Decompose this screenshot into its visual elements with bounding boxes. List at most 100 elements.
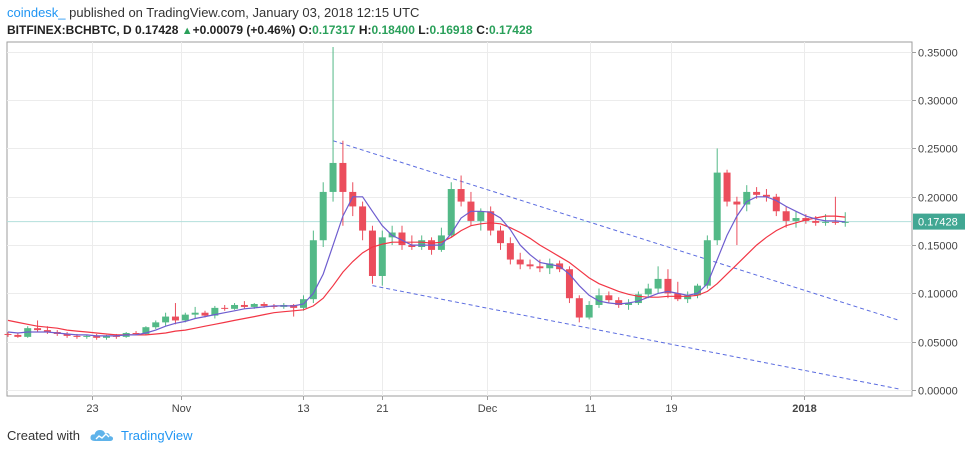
- candle-body[interactable]: [703, 240, 711, 286]
- candle-body[interactable]: [733, 201, 741, 205]
- candle-body[interactable]: [506, 243, 514, 260]
- last-price: 0.17428: [135, 23, 179, 37]
- candle-body[interactable]: [595, 295, 603, 305]
- x-tick-label: 13: [297, 403, 309, 415]
- candle-body[interactable]: [152, 322, 160, 328]
- candle-body[interactable]: [378, 237, 386, 276]
- y-tick-label: 0.25000: [918, 144, 958, 156]
- candle-body[interactable]: [585, 304, 593, 318]
- candle-body[interactable]: [536, 266, 544, 269]
- y-tick-label: 0.20000: [918, 193, 958, 205]
- plot-area[interactable]: [4, 47, 900, 390]
- candle-body[interactable]: [181, 314, 189, 321]
- candle-body[interactable]: [408, 245, 416, 248]
- candle-body[interactable]: [743, 191, 751, 205]
- candle-body[interactable]: [644, 288, 652, 295]
- candle-body[interactable]: [309, 240, 317, 300]
- tradingview-brand-link[interactable]: TradingView: [121, 428, 193, 443]
- y-tick-label: 0.00000: [918, 386, 958, 398]
- candle-body[interactable]: [526, 264, 534, 267]
- candle-body[interactable]: [171, 316, 179, 321]
- candle-body[interactable]: [477, 211, 485, 221]
- candle-body[interactable]: [792, 218, 800, 221]
- candle-body[interactable]: [132, 332, 140, 334]
- y-tick-label: 0.05000: [918, 338, 958, 350]
- low-value: 0.16918: [429, 23, 473, 37]
- candle-body[interactable]: [565, 269, 573, 299]
- candle-body[interactable]: [457, 189, 465, 202]
- moving-average-fast-line: [7, 196, 846, 337]
- candle-body[interactable]: [516, 259, 524, 265]
- candle-body[interactable]: [664, 278, 672, 294]
- candle-body[interactable]: [368, 230, 376, 276]
- candle-body[interactable]: [713, 172, 721, 241]
- trendline[interactable]: [332, 140, 900, 321]
- candle-body[interactable]: [359, 206, 367, 231]
- candle-body[interactable]: [339, 162, 347, 192]
- x-tick-label: 21: [376, 403, 388, 415]
- publisher-name[interactable]: coindesk_: [7, 5, 66, 20]
- candle-body[interactable]: [634, 294, 642, 304]
- candle-body[interactable]: [201, 312, 209, 316]
- candle-body[interactable]: [497, 230, 504, 244]
- candle-body[interactable]: [546, 263, 554, 269]
- symbol-label: BITFINEX:BCHBTC, D: [7, 23, 132, 37]
- trendline[interactable]: [372, 285, 900, 390]
- candle-body[interactable]: [684, 295, 692, 300]
- moving-average-slow-line: [7, 215, 846, 336]
- tradingview-logo-icon[interactable]: [90, 428, 114, 445]
- candle-body[interactable]: [14, 334, 22, 337]
- candle-body[interactable]: [4, 333, 12, 335]
- candle-body[interactable]: [418, 240, 426, 248]
- candle-body[interactable]: [831, 221, 839, 223]
- candle-body[interactable]: [240, 304, 248, 307]
- footer: Created with TradingView: [7, 428, 193, 445]
- candle-body[interactable]: [447, 189, 455, 236]
- candle-body[interactable]: [812, 220, 820, 223]
- candle-body[interactable]: [349, 191, 357, 207]
- candle-body[interactable]: [625, 303, 633, 305]
- candle-body[interactable]: [654, 278, 662, 289]
- price-change: +0.00079 (+0.46%): [192, 23, 296, 37]
- candle-body[interactable]: [83, 335, 91, 337]
- candle-body[interactable]: [487, 211, 495, 231]
- y-tick-label: 0.15000: [918, 241, 958, 253]
- candle-body[interactable]: [231, 304, 239, 309]
- candle-body[interactable]: [319, 191, 327, 241]
- candle-body[interactable]: [260, 304, 268, 306]
- candle-body[interactable]: [822, 221, 830, 223]
- high-value: 0.18400: [371, 23, 415, 37]
- close-label: C:: [476, 23, 489, 37]
- candle-body[interactable]: [34, 328, 42, 331]
- candle-body[interactable]: [605, 295, 613, 301]
- candle-body[interactable]: [250, 304, 258, 307]
- candle-body[interactable]: [162, 316, 170, 323]
- candle-body[interactable]: [615, 300, 623, 305]
- candle-body[interactable]: [782, 211, 790, 221]
- candle-body[interactable]: [191, 312, 199, 315]
- x-tick-label: Dec: [478, 403, 498, 415]
- up-arrow-icon: ▲: [181, 25, 193, 37]
- candle-body[interactable]: [694, 285, 701, 296]
- low-label: L:: [418, 23, 430, 37]
- candle-body[interactable]: [73, 335, 81, 337]
- candle-body[interactable]: [329, 162, 337, 192]
- candle-body[interactable]: [43, 330, 51, 333]
- candle-body[interactable]: [93, 335, 101, 338]
- candle-body[interactable]: [753, 191, 761, 195]
- x-tick-label: 11: [585, 403, 596, 415]
- candle-body[interactable]: [142, 327, 150, 334]
- candle-body[interactable]: [575, 298, 583, 318]
- candle-body[interactable]: [762, 194, 770, 197]
- candle-body[interactable]: [211, 307, 219, 316]
- candle-body[interactable]: [221, 307, 229, 309]
- candle-body[interactable]: [772, 196, 780, 212]
- candle-body[interactable]: [398, 232, 406, 246]
- y-tick-label: 0.35000: [918, 48, 958, 60]
- candle-body[interactable]: [723, 172, 731, 202]
- candle-body[interactable]: [63, 333, 71, 336]
- close-value: 0.17428: [488, 23, 533, 37]
- candle-body[interactable]: [103, 335, 110, 338]
- x-tick-label: Nov: [172, 403, 192, 415]
